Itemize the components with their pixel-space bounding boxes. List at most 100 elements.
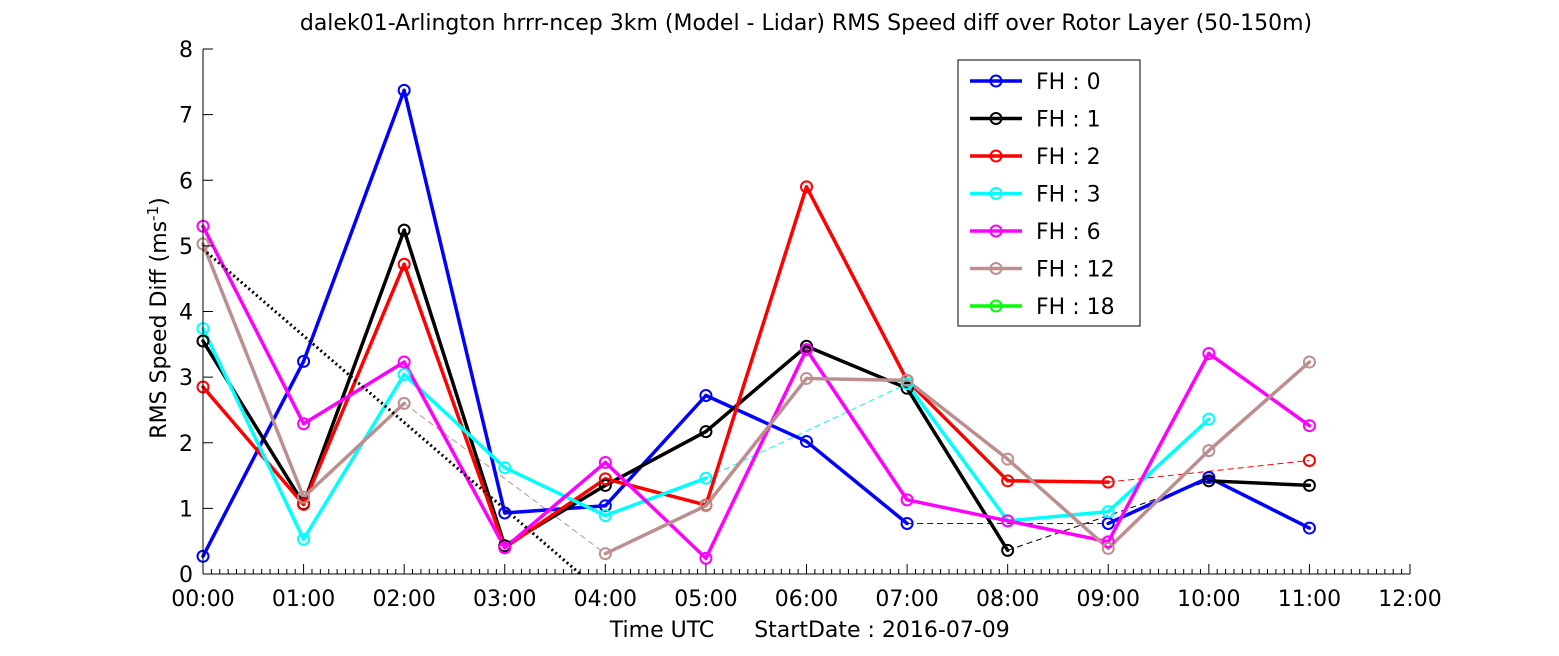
series-line-segment bbox=[603, 477, 708, 507]
y-axis-label-main: RMS Speed Diff (ms bbox=[147, 221, 172, 439]
y-tick-label: 0 bbox=[179, 563, 193, 588]
data-point-marker bbox=[598, 478, 612, 492]
data-point-marker bbox=[498, 461, 512, 475]
data-point-marker bbox=[1302, 478, 1316, 492]
legend-label: FH : 1 bbox=[1036, 108, 1101, 133]
series-line-segment bbox=[603, 504, 708, 556]
x-tick-label: 06:00 bbox=[775, 587, 838, 612]
series-line-segment bbox=[402, 262, 507, 550]
data-point-marker bbox=[397, 223, 411, 237]
x-tick-label: 07:00 bbox=[875, 587, 938, 612]
series-line-segment bbox=[905, 498, 1010, 523]
data-point-marker bbox=[699, 551, 713, 565]
data-point-marker bbox=[598, 509, 612, 523]
data-point-marker bbox=[800, 434, 813, 448]
x-tick-label: 10:00 bbox=[1177, 587, 1240, 612]
data-point-marker bbox=[598, 472, 612, 486]
series-line-segment bbox=[1005, 479, 1110, 484]
data-point-marker bbox=[900, 381, 914, 395]
data-point-marker bbox=[498, 506, 512, 520]
series-line-segment bbox=[1106, 417, 1211, 514]
legend-label: FH : 3 bbox=[1036, 183, 1101, 208]
x-tick-label: 08:00 bbox=[976, 587, 1039, 612]
legend-label: FH : 0 bbox=[1036, 70, 1101, 95]
y-tick-label: 2 bbox=[179, 432, 193, 457]
data-point-marker bbox=[397, 83, 411, 97]
chart-title: dalek01-Arlington hrrr-ncep 3km (Model -… bbox=[300, 11, 1312, 36]
data-point-marker bbox=[498, 541, 512, 555]
data-point-marker bbox=[1302, 419, 1316, 433]
x-axis-label: Time UTC bbox=[609, 618, 714, 643]
series-line-segment bbox=[503, 460, 608, 550]
x-axis-ticks: 00:00 01:00 02:00 03:00 04:00 05:00 06:00 07:00… bbox=[171, 564, 1442, 612]
data-point-marker bbox=[1101, 475, 1115, 489]
legend-marker bbox=[989, 262, 1003, 275]
series-line-segment bbox=[1207, 479, 1312, 488]
legend-label: FH : 6 bbox=[1036, 220, 1101, 245]
series-line-segment bbox=[603, 476, 708, 518]
data-point-marker bbox=[1302, 453, 1316, 467]
series-line-segment bbox=[402, 360, 507, 550]
gap-connector-segment bbox=[705, 383, 908, 479]
data-point-marker bbox=[800, 343, 813, 357]
x-tick-label: 02:00 bbox=[372, 587, 435, 612]
data-point-marker bbox=[900, 516, 914, 530]
series-line-segment bbox=[301, 262, 406, 507]
series-line-segment bbox=[1005, 519, 1110, 544]
data-point-marker bbox=[397, 368, 411, 381]
data-point-marker bbox=[1101, 541, 1115, 555]
y-axis-label: RMS Speed Diff (ms-1) bbox=[144, 197, 172, 438]
data-point-marker bbox=[699, 389, 713, 402]
data-point-marker bbox=[297, 490, 311, 504]
series-line-segment bbox=[804, 347, 909, 502]
y-tick-label: 5 bbox=[179, 235, 193, 260]
series-line-segment bbox=[905, 386, 1010, 553]
legend-marker bbox=[989, 149, 1003, 163]
y-tick-label: 3 bbox=[179, 366, 193, 391]
y-axis-ticks: 0 1 2 3 4 5 6 7 8 bbox=[179, 38, 213, 588]
data-point-marker bbox=[800, 180, 813, 194]
data-point-marker bbox=[1202, 412, 1216, 426]
series-line-segment bbox=[301, 372, 406, 541]
data-point-marker bbox=[800, 371, 813, 385]
series-line-segment bbox=[1005, 457, 1110, 551]
data-point-marker bbox=[297, 354, 311, 368]
series-line-segment bbox=[201, 242, 306, 499]
legend-marker bbox=[989, 187, 1003, 200]
y-tick-label: 7 bbox=[179, 104, 193, 129]
series-line-segment bbox=[704, 376, 809, 508]
x-tick-label: 09:00 bbox=[1077, 587, 1140, 612]
data-point-marker bbox=[699, 471, 713, 485]
y-tick-label: 4 bbox=[179, 301, 193, 326]
series-line-segment bbox=[402, 88, 507, 515]
legend-label: FH : 12 bbox=[1036, 258, 1115, 283]
series-line-segment bbox=[201, 385, 306, 507]
data-point-marker bbox=[1202, 444, 1216, 458]
gap-connector-segment bbox=[403, 402, 606, 555]
data-point-marker bbox=[397, 355, 411, 369]
series-line-segment bbox=[603, 460, 708, 560]
series-line-segment bbox=[603, 393, 708, 508]
data-point-marker bbox=[1001, 452, 1015, 466]
data-point-marker bbox=[1202, 347, 1216, 360]
data-point-marker bbox=[900, 373, 914, 387]
y-axis-label-close: ) bbox=[147, 197, 172, 206]
series-line-segment bbox=[804, 439, 909, 526]
series-line-segment bbox=[704, 347, 809, 560]
data-point-marker bbox=[297, 532, 311, 546]
legend-marker bbox=[989, 112, 1003, 125]
legend-label: FH : 2 bbox=[1036, 145, 1101, 170]
data-point-marker bbox=[598, 547, 612, 561]
x-tick-label: 11:00 bbox=[1278, 587, 1341, 612]
series-lines bbox=[201, 88, 1312, 560]
series-line-segment bbox=[301, 228, 406, 506]
legend: FH : 0 FH : 1 FH : 2 FH : 3 FH : 6 FH : 12 FH … bbox=[957, 59, 1141, 327]
data-point-marker bbox=[1302, 355, 1316, 369]
series-line-segment bbox=[1207, 475, 1312, 530]
y-tick-label: 1 bbox=[179, 497, 193, 522]
x-tick-label: 12:00 bbox=[1378, 587, 1441, 612]
y-tick-label: 8 bbox=[179, 38, 193, 63]
data-point-marker bbox=[297, 417, 311, 431]
x-tick-label: 04:00 bbox=[574, 587, 637, 612]
